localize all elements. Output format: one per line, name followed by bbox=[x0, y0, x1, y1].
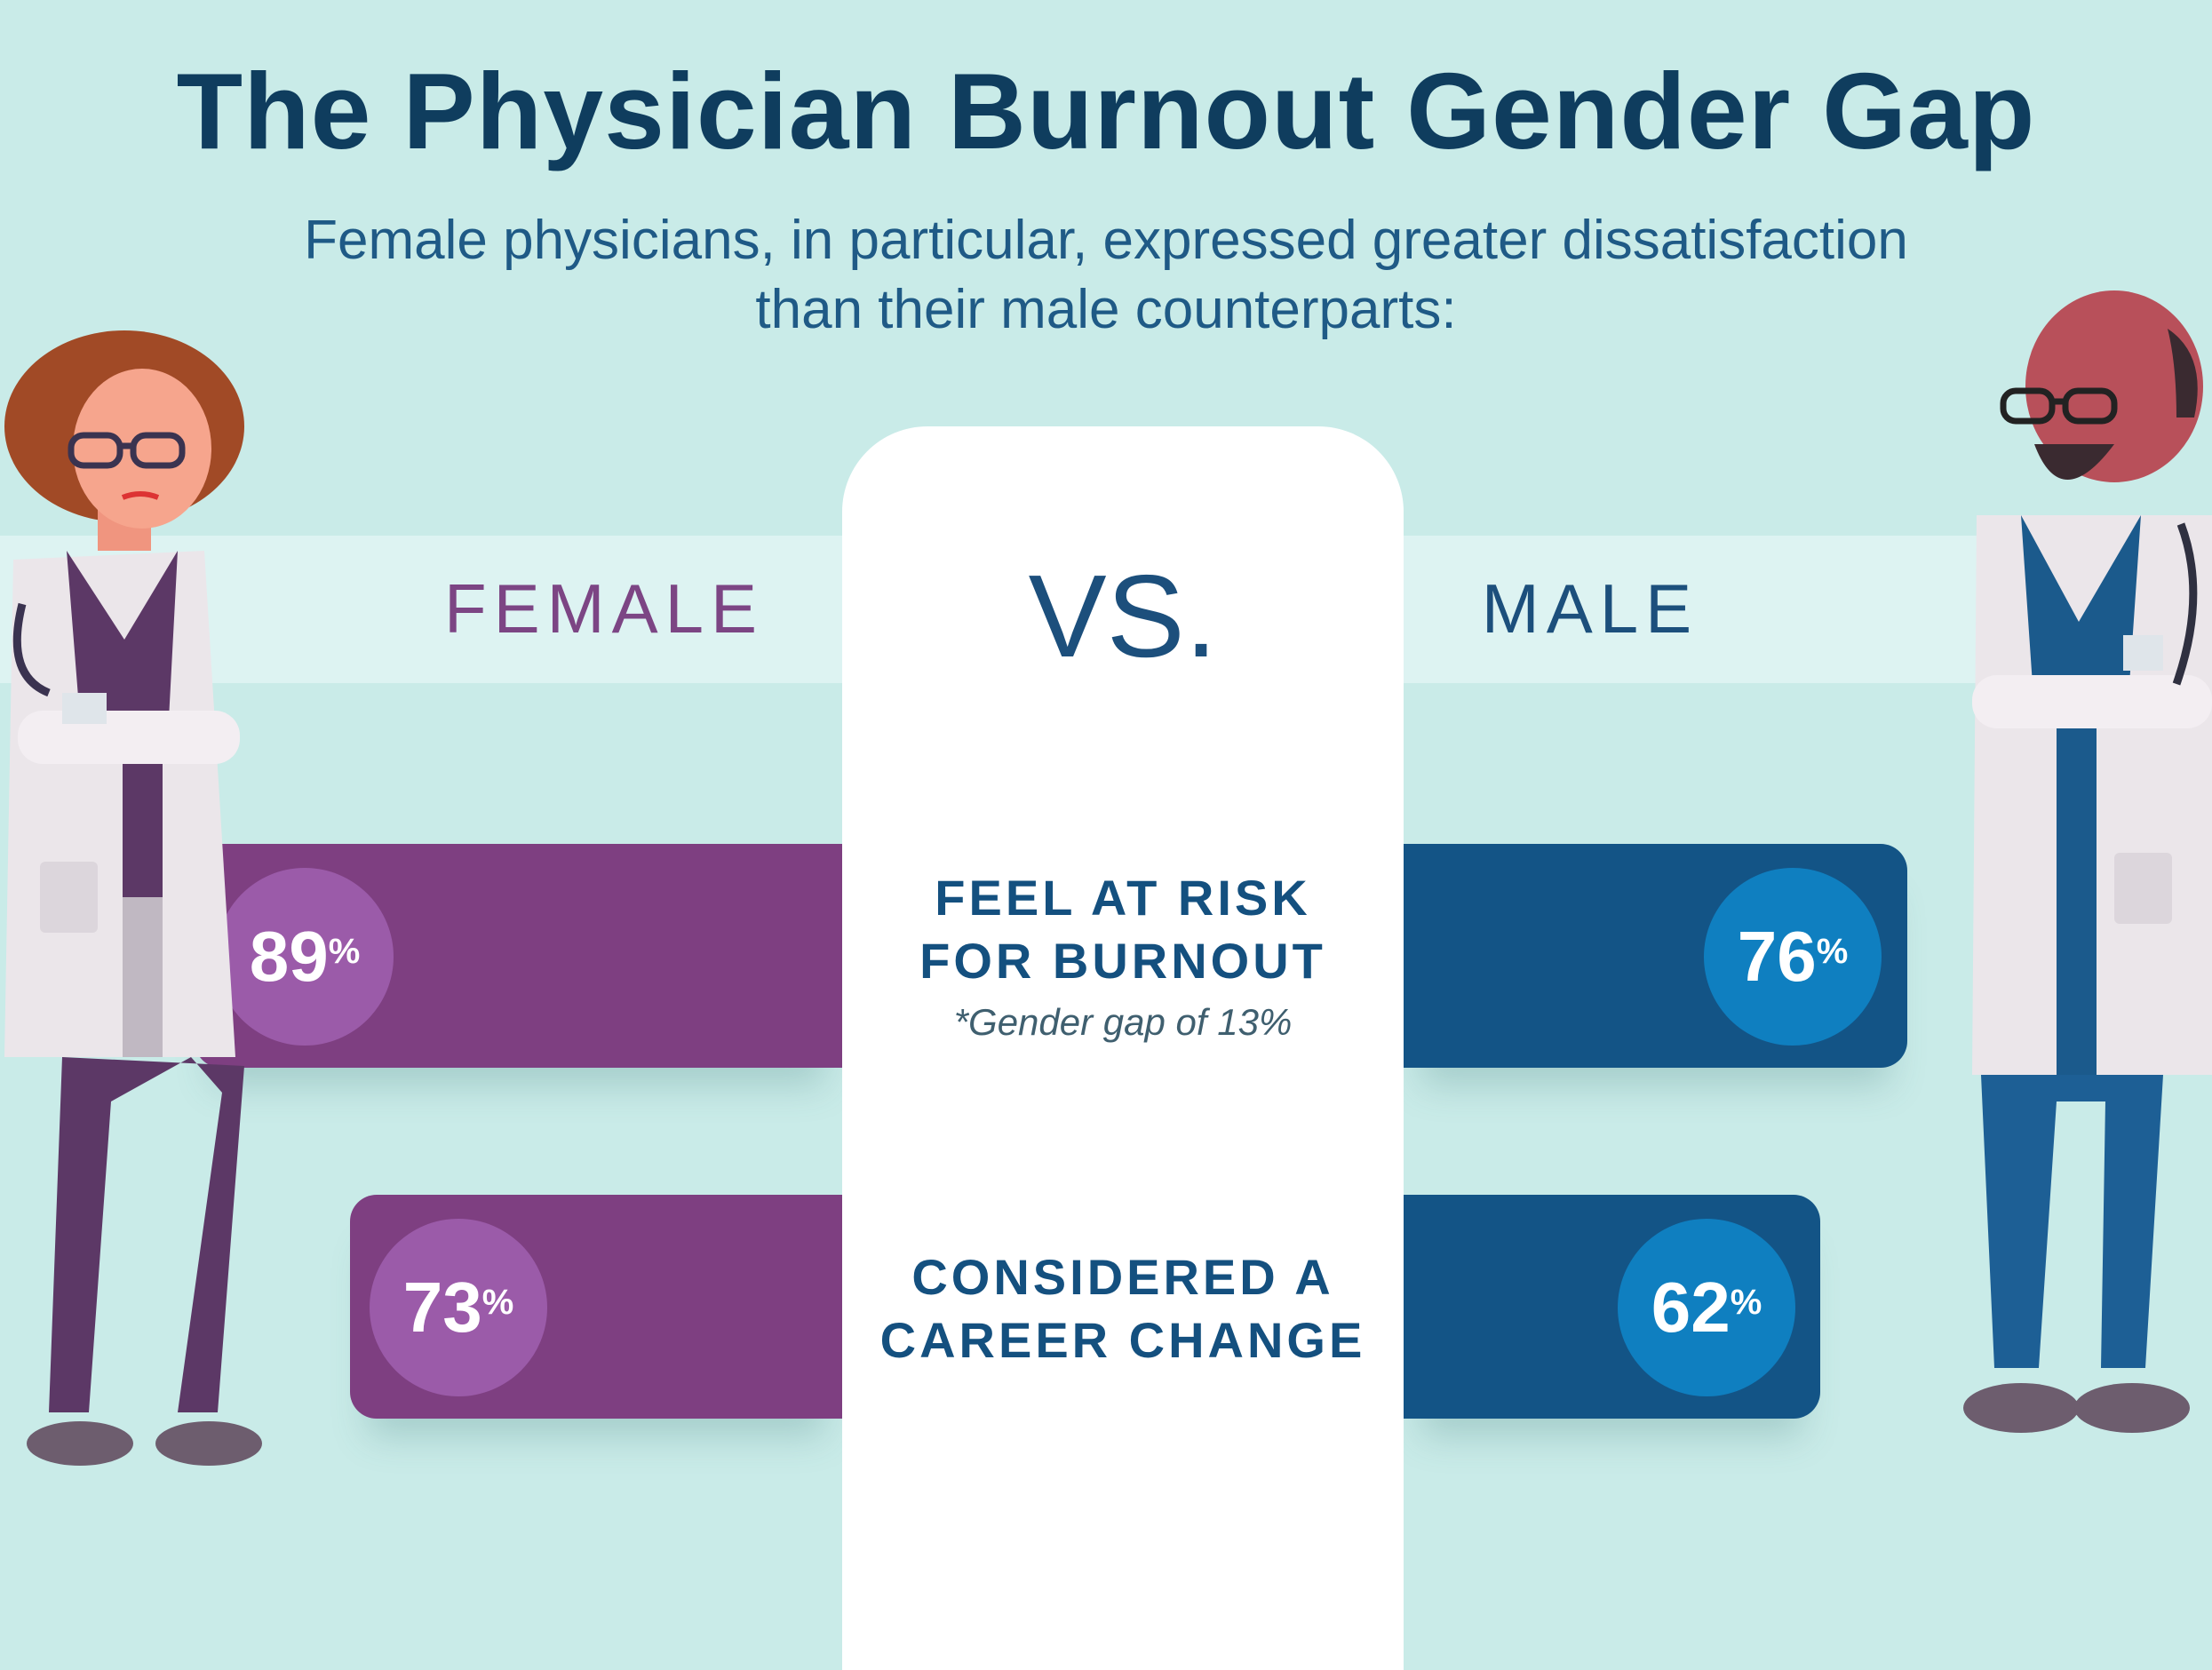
id-badge-icon bbox=[62, 693, 107, 724]
percent-sign: % bbox=[1816, 931, 1849, 971]
label-line-1: FEEL AT RISK bbox=[935, 870, 1311, 926]
legs bbox=[49, 1057, 244, 1412]
value: 89 bbox=[249, 917, 329, 996]
shoe bbox=[27, 1421, 133, 1466]
value: 73 bbox=[402, 1268, 482, 1347]
female-career-percent: 73% bbox=[370, 1219, 547, 1396]
stat-label-burnout: FEEL AT RISK FOR BURNOUT bbox=[842, 866, 1404, 992]
scrubs bbox=[67, 551, 178, 720]
label-line-1: CONSIDERED A bbox=[911, 1249, 1334, 1305]
scrubs bbox=[2021, 515, 2141, 711]
male-burnout-percent: 76% bbox=[1704, 868, 1882, 1046]
stethoscope-icon bbox=[12, 602, 51, 697]
stethoscope-icon bbox=[2172, 522, 2198, 686]
shoe bbox=[155, 1421, 262, 1466]
female-burnout-percent: 89% bbox=[216, 868, 394, 1046]
shoe bbox=[2074, 1383, 2190, 1433]
male-career-percent: 62% bbox=[1618, 1219, 1795, 1396]
male-doctor-illustration bbox=[1963, 290, 2212, 1433]
female-label: FEMALE bbox=[443, 569, 765, 648]
female-doctor-illustration bbox=[4, 330, 262, 1466]
percent-sign: % bbox=[1730, 1282, 1762, 1322]
coat-pocket bbox=[2114, 853, 2172, 924]
legs bbox=[1981, 1075, 2163, 1368]
coat-pocket bbox=[40, 862, 98, 933]
hair bbox=[2168, 329, 2198, 418]
percent-sign: % bbox=[481, 1282, 514, 1322]
face bbox=[73, 369, 211, 529]
vs-label: VS. bbox=[1028, 551, 1218, 681]
male-label: MALE bbox=[1481, 569, 1699, 648]
subtitle: Female physicians, in particular, expres… bbox=[0, 206, 2212, 345]
subtitle-line-2: than their male counterparts: bbox=[755, 279, 1457, 340]
id-badge-icon bbox=[2123, 635, 2163, 671]
subtitle-line-1: Female physicians, in particular, expres… bbox=[304, 210, 1908, 271]
crossed-arms bbox=[18, 711, 240, 764]
shoe bbox=[1963, 1383, 2079, 1433]
glasses-icon bbox=[68, 432, 186, 469]
value: 76 bbox=[1737, 917, 1817, 996]
glasses-icon bbox=[2000, 387, 2118, 425]
stat-label-career: CONSIDERED A CAREER CHANGE bbox=[842, 1245, 1404, 1372]
value: 62 bbox=[1651, 1268, 1731, 1347]
gender-gap-note: *Gender gap of 13% bbox=[953, 1001, 1293, 1043]
label-line-2: FOR BURNOUT bbox=[919, 933, 1326, 989]
crossed-arms bbox=[1972, 675, 2212, 728]
head bbox=[2025, 290, 2203, 482]
label-line-2: CAREER CHANGE bbox=[879, 1312, 1366, 1368]
center-panel bbox=[842, 426, 1404, 1670]
page-title: The Physician Burnout Gender Gap bbox=[176, 51, 2036, 171]
percent-sign: % bbox=[328, 931, 361, 971]
beard bbox=[2034, 444, 2114, 480]
lab-coat bbox=[4, 551, 235, 1057]
